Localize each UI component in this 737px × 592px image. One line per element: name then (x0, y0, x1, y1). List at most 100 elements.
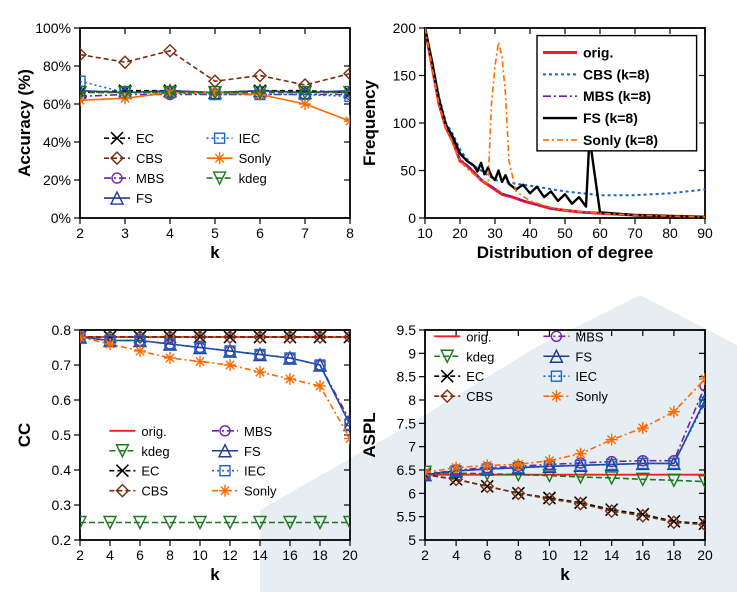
svg-text:150: 150 (393, 68, 417, 84)
svg-text:10: 10 (542, 547, 558, 563)
svg-text:6: 6 (136, 547, 144, 563)
svg-text:0.5: 0.5 (52, 427, 72, 443)
svg-text:12: 12 (222, 547, 238, 563)
svg-text:0: 0 (408, 210, 416, 226)
svg-text:8: 8 (166, 547, 174, 563)
svg-text:100: 100 (393, 115, 417, 131)
svg-text:8: 8 (408, 392, 416, 408)
svg-text:2: 2 (421, 547, 429, 563)
svg-text:FS: FS (244, 444, 261, 459)
svg-text:60: 60 (592, 225, 608, 241)
svg-text:IEC: IEC (244, 464, 266, 479)
svg-text:IEC: IEC (575, 369, 597, 384)
figure-svg: 23456780%20%40%60%80%100%kAccuracy (%)EC… (0, 0, 737, 592)
svg-text:IEC: IEC (239, 131, 261, 146)
legend: EC CBS MBS FS IEC Sonly kdeg (104, 131, 272, 206)
svg-text:5.5: 5.5 (397, 509, 417, 525)
svg-text:8: 8 (514, 547, 522, 563)
svg-text:k: k (560, 565, 570, 584)
svg-text:80%: 80% (43, 58, 71, 74)
svg-text:k: k (210, 243, 220, 262)
svg-text:18: 18 (666, 547, 682, 563)
svg-text:60%: 60% (43, 96, 71, 112)
svg-text:100%: 100% (35, 20, 71, 36)
svg-text:0.3: 0.3 (52, 497, 72, 513)
svg-text:7.5: 7.5 (397, 415, 417, 431)
svg-text:18: 18 (312, 547, 328, 563)
svg-text:40: 40 (522, 225, 538, 241)
svg-text:90: 90 (697, 225, 713, 241)
svg-text:k: k (210, 565, 220, 584)
panel: 23456780%20%40%60%80%100%kAccuracy (%)EC… (15, 20, 356, 262)
svg-text:FS: FS (136, 191, 153, 206)
svg-text:50: 50 (400, 163, 416, 179)
svg-text:kdeg: kdeg (466, 349, 494, 364)
svg-text:6: 6 (483, 547, 491, 563)
svg-text:16: 16 (635, 547, 651, 563)
svg-text:5: 5 (211, 225, 219, 241)
legend: orig.CBS (k=8)MBS (k=8)FS (k=8)Sonly (k=… (537, 36, 697, 151)
svg-text:kdeg: kdeg (239, 171, 267, 186)
svg-text:orig.: orig. (141, 424, 166, 439)
svg-text:14: 14 (252, 547, 268, 563)
svg-text:0.6: 0.6 (52, 392, 72, 408)
svg-text:Sonly: Sonly (239, 151, 272, 166)
figure-root: 23456780%20%40%60%80%100%kAccuracy (%)EC… (0, 0, 737, 592)
svg-text:4: 4 (106, 547, 114, 563)
svg-text:7: 7 (408, 439, 416, 455)
svg-text:10: 10 (192, 547, 208, 563)
svg-text:kdeg: kdeg (141, 444, 169, 459)
svg-text:6: 6 (408, 485, 416, 501)
svg-text:MBS (k=8): MBS (k=8) (583, 88, 651, 104)
legend: orig. kdeg EC CBS MBS FS IEC Sonly (109, 424, 277, 499)
svg-text:8.5: 8.5 (397, 369, 417, 385)
svg-text:8: 8 (346, 225, 354, 241)
svg-text:MBS: MBS (136, 171, 165, 186)
svg-text:200: 200 (393, 20, 417, 36)
svg-text:40%: 40% (43, 134, 71, 150)
svg-text:EC: EC (466, 369, 484, 384)
svg-text:7: 7 (301, 225, 309, 241)
svg-text:0.4: 0.4 (52, 462, 72, 478)
svg-text:5: 5 (408, 532, 416, 548)
svg-text:50: 50 (557, 225, 573, 241)
svg-text:orig.: orig. (583, 45, 613, 61)
svg-text:70: 70 (627, 225, 643, 241)
svg-text:14: 14 (604, 547, 620, 563)
svg-text:EC: EC (141, 464, 159, 479)
svg-text:Accuracy (%): Accuracy (%) (15, 69, 34, 177)
svg-text:20%: 20% (43, 172, 71, 188)
svg-text:EC: EC (136, 131, 154, 146)
svg-text:CC: CC (15, 423, 34, 448)
svg-text:16: 16 (282, 547, 298, 563)
svg-text:Sonly (k=8): Sonly (k=8) (583, 132, 658, 148)
svg-text:Sonly: Sonly (244, 484, 277, 499)
svg-text:0.7: 0.7 (52, 357, 72, 373)
svg-text:CBS: CBS (141, 484, 168, 499)
svg-text:20: 20 (452, 225, 468, 241)
svg-text:0%: 0% (51, 210, 71, 226)
svg-text:MBS: MBS (244, 424, 273, 439)
svg-text:9: 9 (408, 345, 416, 361)
svg-text:4: 4 (166, 225, 174, 241)
svg-text:FS: FS (575, 349, 592, 364)
svg-text:Frequency: Frequency (360, 79, 379, 166)
svg-text:3: 3 (121, 225, 129, 241)
svg-text:MBS: MBS (575, 329, 604, 344)
svg-text:CBS (k=8): CBS (k=8) (583, 66, 650, 82)
svg-text:0.8: 0.8 (52, 322, 72, 338)
svg-text:2: 2 (76, 547, 84, 563)
svg-text:Sonly: Sonly (575, 389, 608, 404)
svg-text:6.5: 6.5 (397, 462, 417, 478)
svg-text:12: 12 (573, 547, 589, 563)
svg-text:10: 10 (417, 225, 433, 241)
svg-text:6: 6 (256, 225, 264, 241)
panel: 102030405060708090050100150200Distributi… (360, 20, 713, 262)
svg-text:orig.: orig. (466, 329, 491, 344)
svg-text:20: 20 (697, 547, 713, 563)
svg-text:20: 20 (342, 547, 358, 563)
svg-text:80: 80 (662, 225, 678, 241)
svg-text:2: 2 (76, 225, 84, 241)
svg-text:9.5: 9.5 (397, 322, 417, 338)
svg-text:CBS: CBS (136, 151, 163, 166)
